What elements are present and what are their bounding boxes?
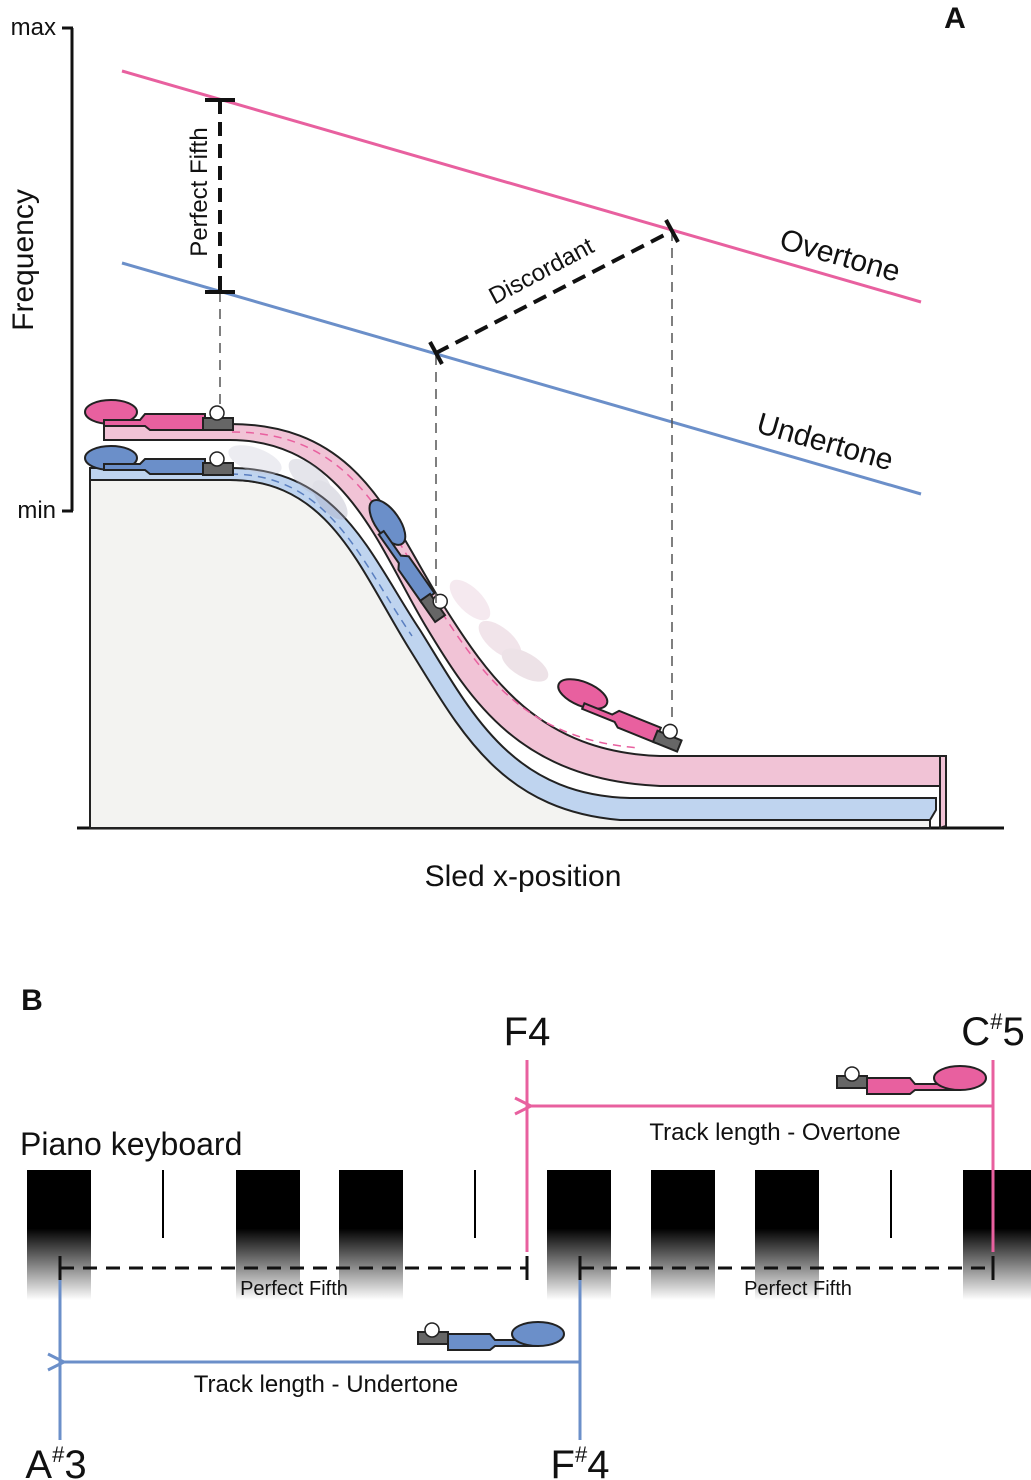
- interval-right-label: Perfect Fifth: [744, 1278, 852, 1300]
- black-key: [236, 1170, 300, 1300]
- note-f4: F4: [504, 1010, 551, 1054]
- black-key: [755, 1170, 819, 1300]
- note-as3-octave: 3: [64, 1443, 86, 1480]
- note-as3-letter: A: [25, 1443, 52, 1480]
- black-key: [339, 1170, 403, 1300]
- undertone-sled-b: [417, 1321, 565, 1351]
- undertone-line: [121, 261, 922, 496]
- perfect-fifth-label: Perfect Fifth: [186, 127, 213, 256]
- discordant-bracket: [428, 219, 680, 365]
- undertone-sled-slope: [368, 499, 448, 624]
- perfect-fifth-bracket: [205, 98, 235, 294]
- overtone-sled-slope: [557, 678, 683, 753]
- note-cs5-sharp: #: [990, 1009, 1003, 1034]
- note-fs4-sharp: #: [575, 1442, 588, 1467]
- note-cs5: C#5: [961, 1009, 1024, 1054]
- undertone-track-path: [229, 473, 413, 637]
- note-cs5-octave: 5: [1002, 1010, 1024, 1054]
- overtone-sled-start: [84, 399, 234, 431]
- perfect-fifth-intervals: [58, 1256, 995, 1280]
- y-axis-label: Frequency: [7, 189, 40, 331]
- note-as3: A#3: [25, 1442, 86, 1480]
- undertone-track: [89, 467, 937, 821]
- panel-a-letter: A: [944, 2, 966, 35]
- note-fs4-octave: 4: [587, 1443, 609, 1480]
- x-axis-label: Sled x-position: [425, 860, 622, 893]
- ghost-sleds: [228, 445, 549, 682]
- interval-left-label: Perfect Fifth: [240, 1278, 348, 1300]
- overtone-track-end: [939, 755, 947, 830]
- black-key: [963, 1170, 1031, 1300]
- note-cs5-letter: C: [961, 1010, 990, 1054]
- y-max-label: max: [11, 14, 56, 41]
- black-key: [651, 1170, 715, 1300]
- undertone-sled-start: [84, 445, 234, 476]
- projection-lines: [219, 231, 673, 720]
- note-fs4: F#4: [551, 1442, 610, 1480]
- undertone-track-label: Track length - Undertone: [194, 1371, 459, 1398]
- y-min-label: min: [17, 497, 56, 524]
- note-as3-sharp: #: [52, 1442, 65, 1467]
- keyboard-label: Piano keyboard: [20, 1126, 242, 1162]
- y-axis: [62, 26, 74, 513]
- overtone-track-label: Track length - Overtone: [649, 1119, 900, 1146]
- overtone-sled-b: [836, 1065, 987, 1095]
- panel-b-letter: B: [21, 984, 43, 1017]
- piano-keyboard: [27, 1170, 1031, 1300]
- overtone-line: [121, 69, 922, 304]
- note-fs4-letter: F: [551, 1443, 575, 1480]
